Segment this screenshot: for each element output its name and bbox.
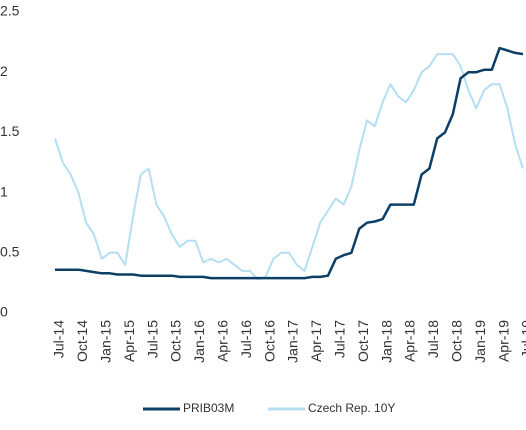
x-tick-label: Oct-16 (261, 320, 277, 362)
y-tick-label: 1 (0, 183, 8, 199)
x-tick-label: Jul-19 (519, 320, 526, 358)
x-tick-label: Apr-17 (308, 320, 324, 362)
x-tick-label: Apr-16 (215, 320, 231, 362)
x-tick-label: Jul-15 (144, 320, 160, 358)
y-tick-label: 1.5 (0, 123, 20, 139)
x-tick-label: Jan-18 (378, 320, 394, 363)
legend-label: PRIB03M (183, 401, 234, 415)
x-tick-label: Apr-19 (495, 320, 511, 362)
series-line (54, 53, 524, 281)
x-tick-label: Jan-19 (472, 320, 488, 363)
y-tick-label: 2.5 (0, 3, 20, 19)
x-tick-label: Jul-14 (51, 320, 67, 358)
x-tick-label: Jul-17 (332, 320, 348, 358)
x-tick-label: Oct-14 (74, 320, 90, 362)
y-tick-label: 0.5 (0, 244, 20, 260)
x-tick-label: Oct-17 (355, 320, 371, 362)
legend-label: Czech Rep. 10Y (308, 401, 395, 415)
x-tick-label: Apr-18 (402, 320, 418, 362)
y-tick-label: 2 (0, 63, 8, 79)
y-tick-label: 0 (0, 304, 8, 320)
x-tick-label: Jul-16 (238, 320, 254, 358)
x-tick-label: Oct-15 (168, 320, 184, 362)
x-tick-label: Jan-16 (191, 320, 207, 363)
x-tick-label: Jan-15 (98, 320, 114, 363)
x-tick-label: Apr-15 (121, 320, 137, 362)
series-line (55, 46, 524, 280)
x-tick-label: Jan-17 (285, 320, 301, 363)
x-tick-label: Oct-18 (449, 320, 465, 362)
x-tick-label: Jul-18 (425, 320, 441, 358)
